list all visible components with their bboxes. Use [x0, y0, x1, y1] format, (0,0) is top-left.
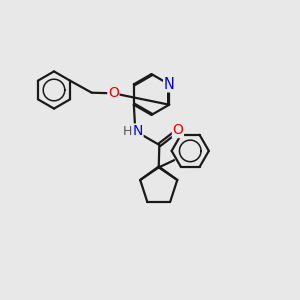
- Text: O: O: [172, 124, 183, 137]
- Text: N: N: [164, 77, 175, 92]
- Text: N: N: [133, 124, 143, 138]
- Text: H: H: [123, 124, 133, 138]
- Text: O: O: [108, 86, 119, 100]
